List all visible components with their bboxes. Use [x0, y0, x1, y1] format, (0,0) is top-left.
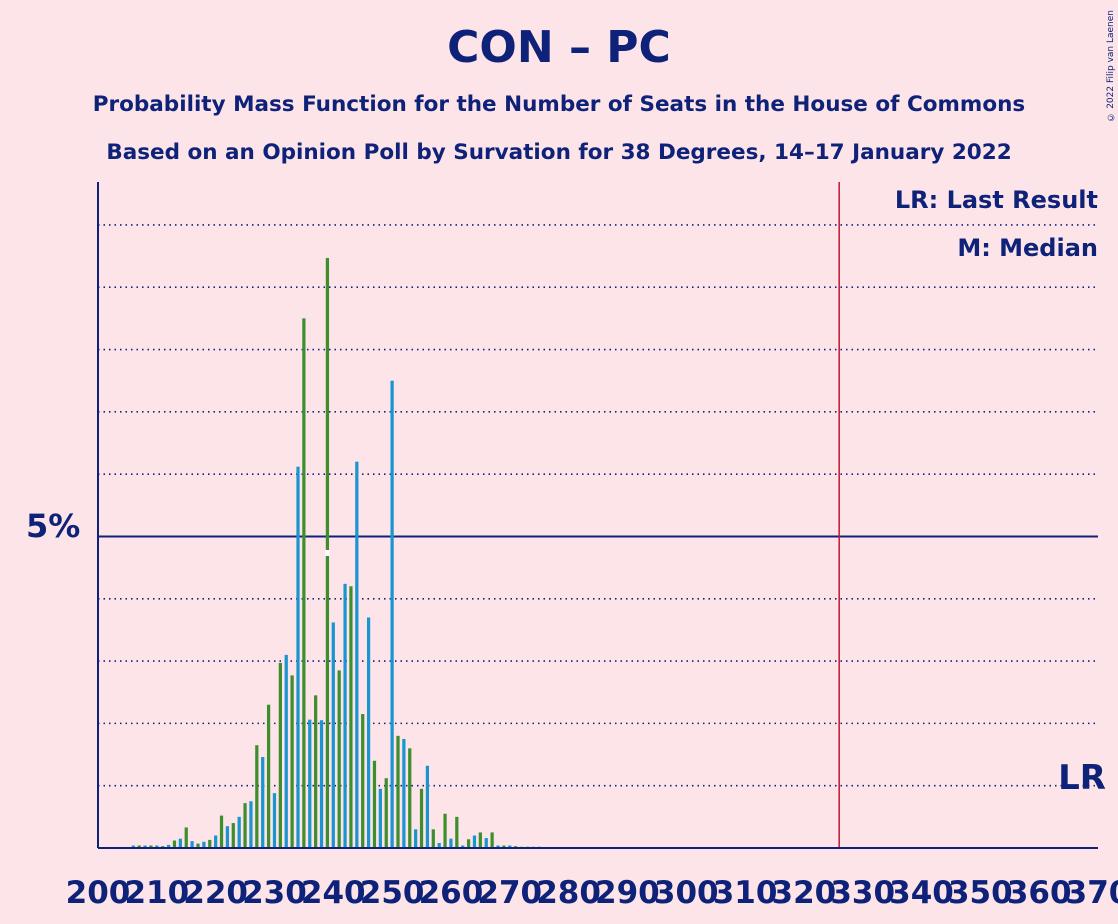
bar: [243, 803, 247, 848]
bar: [184, 827, 188, 848]
bar: [390, 380, 394, 848]
bar: [261, 757, 265, 848]
bar: [414, 829, 418, 848]
x-tick-label: 200: [66, 875, 131, 911]
bar: [284, 654, 288, 848]
legend-median: M: Median: [957, 234, 1098, 262]
bar: [290, 675, 294, 848]
bar: [366, 617, 371, 848]
x-tick-label: 270: [477, 875, 542, 911]
bar: [349, 586, 353, 848]
x-tick-label: 260: [419, 875, 484, 911]
bar: [396, 735, 400, 848]
bar: [419, 788, 424, 848]
bar: [302, 318, 306, 848]
bar: [219, 815, 224, 848]
bar: [231, 823, 235, 848]
x-tick-label: 350: [948, 875, 1013, 911]
bar: [278, 662, 282, 848]
bar: [437, 843, 441, 848]
bar: [449, 838, 453, 848]
x-tick-label: 280: [536, 875, 601, 911]
bar: [196, 843, 200, 848]
bar: [131, 845, 135, 848]
bar: [478, 832, 482, 848]
x-tick-label: 300: [654, 875, 719, 911]
bar: [208, 839, 212, 848]
last-result-label: LR: [1058, 758, 1106, 798]
bar: [466, 839, 471, 848]
bar: [202, 841, 206, 848]
bar: [472, 835, 477, 848]
bar: [408, 748, 412, 848]
y-tick-label-5pct: 5%: [26, 507, 81, 545]
bar: [402, 738, 406, 848]
bar: [443, 813, 447, 848]
x-tick-label: 370: [1066, 875, 1118, 911]
bar: [319, 720, 324, 848]
bar: [308, 719, 312, 848]
bar: [155, 845, 159, 848]
bar: [496, 845, 500, 848]
bar: [266, 704, 271, 848]
bar: [461, 845, 465, 848]
bar: [490, 832, 494, 848]
bar: [337, 670, 341, 848]
bar: [484, 838, 488, 848]
bar: [166, 844, 171, 848]
bar: [508, 845, 512, 848]
bar: [172, 840, 177, 848]
bar: [249, 801, 253, 848]
bar: [214, 835, 218, 848]
bar: [331, 622, 335, 848]
bar: [384, 778, 388, 848]
x-tick-label: 310: [713, 875, 778, 911]
bar: [143, 845, 147, 848]
bar: [425, 765, 430, 848]
chart-subtitle-pmf: Probability Mass Function for the Number…: [92, 92, 1026, 117]
chart-subtitle-poll: Based on an Opinion Poll by Survation fo…: [106, 140, 1012, 165]
bar: [272, 793, 277, 848]
x-tick-label: 340: [889, 875, 954, 911]
bar: [255, 745, 259, 848]
bar: [372, 760, 377, 848]
x-tick-label: 250: [360, 875, 425, 911]
bar: [361, 714, 365, 848]
bar: [355, 461, 359, 848]
bar: [178, 838, 182, 848]
bar: [225, 826, 230, 848]
x-tick-label: 210: [124, 875, 189, 911]
x-tick-label: 290: [595, 875, 660, 911]
x-tick-label: 240: [301, 875, 366, 911]
bar: [343, 583, 347, 848]
bar: [190, 841, 194, 848]
x-tick-label: 360: [1007, 875, 1072, 911]
bar: [237, 816, 241, 848]
bar: [378, 788, 382, 848]
x-tick-label: 220: [183, 875, 248, 911]
bar: [455, 816, 459, 848]
bar: [502, 845, 506, 848]
bar: [431, 829, 435, 848]
bar: [314, 695, 318, 848]
chart-title: CON – PC: [447, 22, 671, 73]
bar: [137, 845, 141, 848]
x-tick-label: 330: [830, 875, 895, 911]
legend-last-result: LR: Last Result: [894, 186, 1098, 214]
bar: [296, 466, 300, 848]
bar: [149, 845, 153, 848]
x-tick-label: 230: [242, 875, 307, 911]
x-tick-label: 320: [772, 875, 837, 911]
